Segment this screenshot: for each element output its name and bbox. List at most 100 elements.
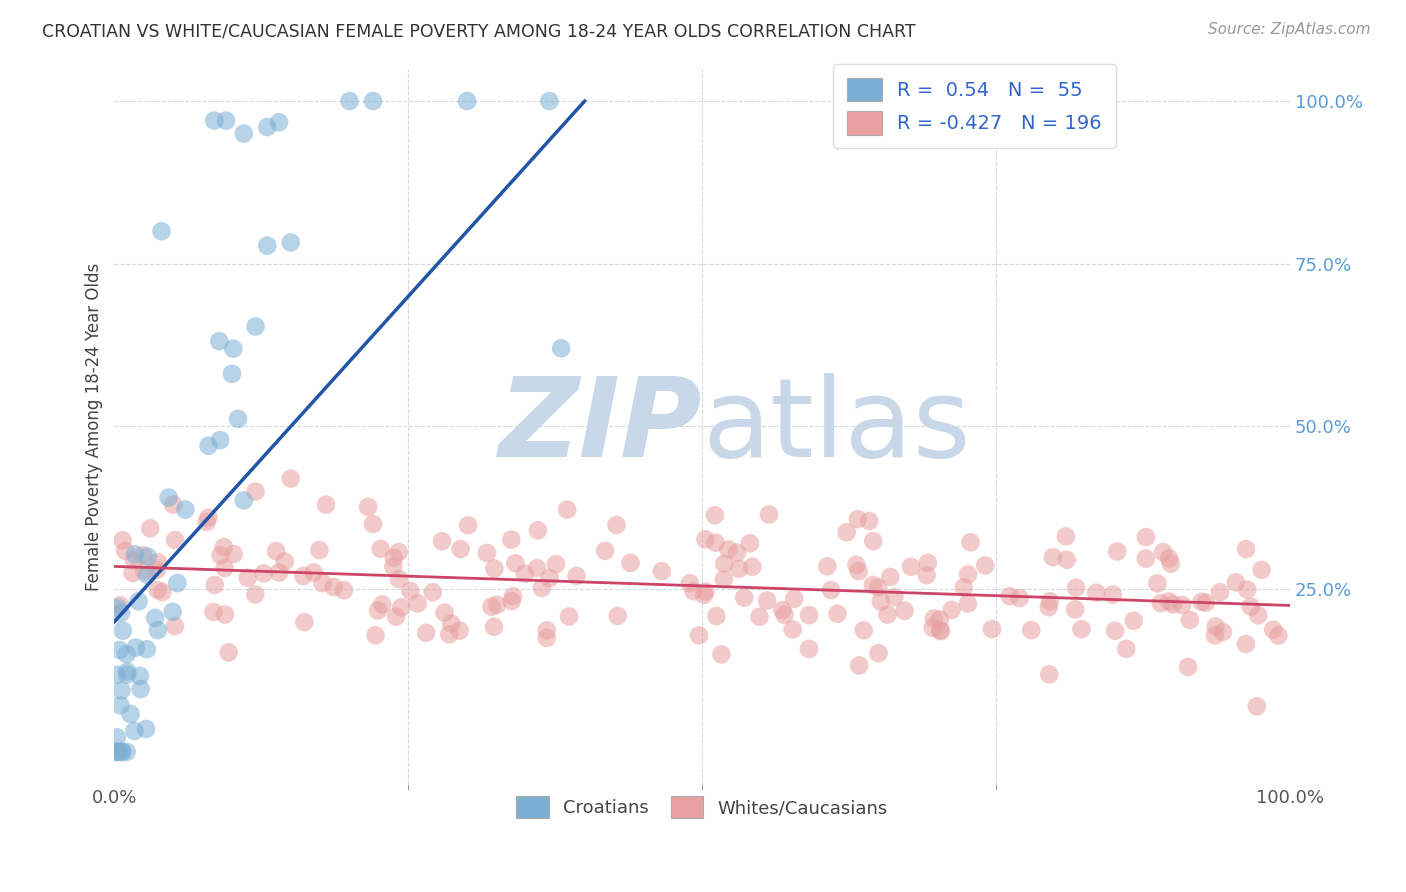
Point [797,608,820,623]
Point [1171,598,1194,612]
Point [399,584,422,599]
Point [111,745,134,759]
Point [361,517,384,532]
Point [1008,591,1031,605]
Point [110,606,132,620]
Point [1019,623,1042,637]
Point [264,544,287,558]
Point [941,603,963,617]
Point [370,541,392,556]
Point [536,624,558,638]
Point [733,591,755,605]
Point [121,566,143,580]
Point [922,611,945,625]
Point [1150,596,1173,610]
Point [108,745,131,759]
Point [1135,551,1157,566]
Point [1157,594,1180,608]
Point [222,342,245,356]
Point [195,515,218,529]
Point [256,120,278,134]
Point [526,561,548,575]
Point [797,642,820,657]
Point [827,607,849,621]
Point [124,548,146,562]
Point [280,235,302,250]
Point [815,559,838,574]
Point [862,534,884,549]
Point [862,578,884,592]
Point [619,556,641,570]
Point [682,584,704,599]
Point [115,665,138,679]
Point [111,533,134,548]
Point [717,542,740,557]
Point [361,94,384,108]
Point [915,568,938,582]
Point [1039,594,1062,608]
Point [485,598,508,612]
Point [388,545,411,559]
Point [1054,529,1077,543]
Point [783,591,806,606]
Point [226,412,249,426]
Point [1250,563,1272,577]
Point [1160,557,1182,571]
Point [333,583,356,598]
Point [852,624,875,638]
Point [136,568,159,582]
Point [253,566,276,581]
Point [1263,623,1285,637]
Point [695,584,717,599]
Point [758,508,780,522]
Point [430,534,453,549]
Text: ZIP: ZIP [499,373,702,480]
Point [389,600,412,615]
Point [1212,625,1234,640]
Point [848,658,870,673]
Point [165,533,187,547]
Point [1195,596,1218,610]
Point [928,612,950,626]
Point [929,624,952,639]
Point [245,484,267,499]
Point [1240,599,1263,614]
Point [1038,600,1060,615]
Point [1056,552,1078,566]
Point [1234,542,1257,557]
Point [713,557,735,571]
Point [1064,602,1087,616]
Point [501,594,523,608]
Point [311,576,333,591]
Point [1205,619,1227,633]
Point [222,547,245,561]
Point [245,319,267,334]
Point [422,585,444,599]
Point [110,683,132,698]
Point [538,571,561,585]
Point [150,224,173,238]
Point [704,535,727,549]
Point [269,566,291,580]
Point [388,572,411,586]
Point [1115,641,1137,656]
Point [688,628,710,642]
Point [143,611,166,625]
Point [292,569,315,583]
Point [527,523,550,537]
Point [214,561,236,575]
Point [302,566,325,580]
Point [280,471,302,485]
Point [294,615,316,629]
Point [322,580,344,594]
Point [134,564,156,578]
Point [502,589,524,603]
Point [550,342,572,356]
Point [382,550,405,565]
Point [900,559,922,574]
Point [605,518,627,533]
Point [782,623,804,637]
Text: atlas: atlas [702,373,970,480]
Point [883,590,905,604]
Point [706,609,728,624]
